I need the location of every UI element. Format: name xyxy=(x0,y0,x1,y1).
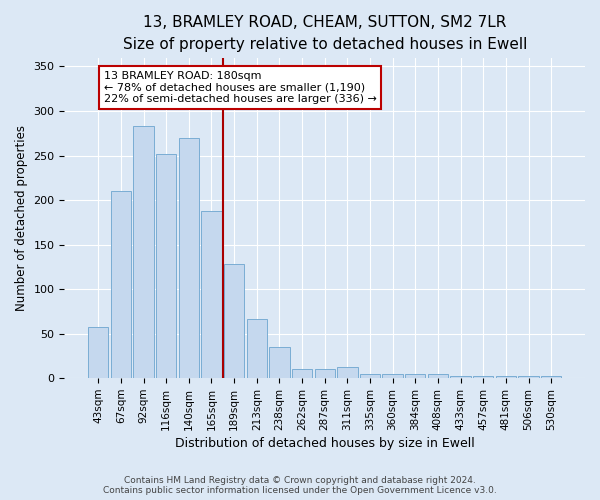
Bar xyxy=(337,366,358,378)
Bar xyxy=(382,374,403,378)
Bar xyxy=(201,210,221,378)
Bar xyxy=(428,374,448,378)
Bar xyxy=(451,376,471,378)
Y-axis label: Number of detached properties: Number of detached properties xyxy=(15,125,28,311)
Bar xyxy=(224,264,244,378)
Bar xyxy=(518,376,539,378)
Bar xyxy=(156,154,176,378)
X-axis label: Distribution of detached houses by size in Ewell: Distribution of detached houses by size … xyxy=(175,437,475,450)
Text: 13 BRAMLEY ROAD: 180sqm
← 78% of detached houses are smaller (1,190)
22% of semi: 13 BRAMLEY ROAD: 180sqm ← 78% of detache… xyxy=(104,71,377,104)
Bar xyxy=(360,374,380,378)
Bar xyxy=(473,376,493,378)
Text: Contains HM Land Registry data © Crown copyright and database right 2024.
Contai: Contains HM Land Registry data © Crown c… xyxy=(103,476,497,495)
Bar xyxy=(541,376,562,378)
Bar xyxy=(314,370,335,378)
Bar xyxy=(247,318,267,378)
Bar xyxy=(269,347,290,378)
Bar xyxy=(292,370,312,378)
Bar xyxy=(133,126,154,378)
Bar xyxy=(111,191,131,378)
Bar xyxy=(88,326,109,378)
Bar xyxy=(179,138,199,378)
Bar xyxy=(405,374,425,378)
Title: 13, BRAMLEY ROAD, CHEAM, SUTTON, SM2 7LR
Size of property relative to detached h: 13, BRAMLEY ROAD, CHEAM, SUTTON, SM2 7LR… xyxy=(122,15,527,52)
Bar xyxy=(496,376,516,378)
